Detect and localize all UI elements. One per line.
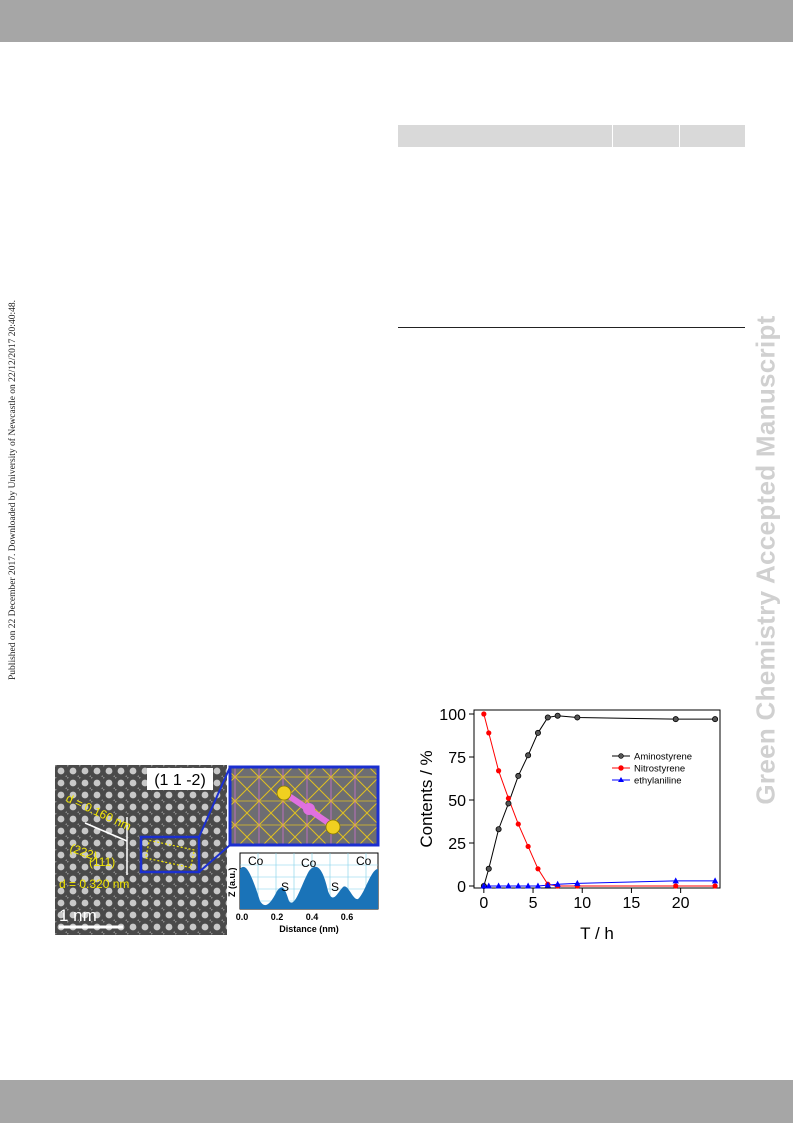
table-header-cell <box>613 125 680 147</box>
data-point <box>535 866 541 872</box>
table-header-cell <box>398 125 613 147</box>
legend-marker <box>618 753 624 759</box>
zone-label-box <box>147 768 213 790</box>
data-point <box>485 882 492 889</box>
profile-curve <box>240 866 378 909</box>
data-point <box>673 883 679 889</box>
data-point <box>515 772 522 779</box>
data-point <box>485 865 492 872</box>
legend-label: ethylaniline <box>634 776 682 787</box>
zoom-connector-top <box>198 766 231 838</box>
plot-frame <box>473 709 721 889</box>
table-bottom-rule <box>398 327 745 328</box>
plane-111-label: (111) <box>89 855 115 869</box>
scale-bar-label: 1 nm <box>59 906 97 925</box>
cobalt-atom <box>303 803 315 815</box>
series-line-nitrostyrene <box>483 713 716 887</box>
data-point <box>496 768 502 774</box>
y-tick-label: 75 <box>448 750 466 767</box>
x-tick-label: 0.0 <box>236 912 249 922</box>
data-point <box>672 716 679 723</box>
peak-label: S <box>331 880 339 894</box>
x-tick-label: 15 <box>623 895 641 912</box>
data-point <box>505 882 512 889</box>
publication-side-note: Published on 22 December 2017. Downloade… <box>8 300 18 680</box>
manuscript-watermark: Green Chemistry Accepted Manuscript <box>750 315 781 805</box>
peak-label: Co <box>356 854 372 868</box>
data-point <box>486 730 492 736</box>
data-point <box>524 882 532 889</box>
bottom-footer-bar <box>0 1080 793 1123</box>
kinetics-chart: 0 5 10 15 20 0 25 50 75 100 Aminostyrene Nitrostyr… <box>408 700 738 945</box>
data-point <box>534 729 541 736</box>
data-point <box>525 843 531 850</box>
x-tick-label: 5 <box>529 895 538 912</box>
top-header-bar <box>0 0 793 42</box>
data-point <box>544 881 551 888</box>
x-tick-label: 10 <box>573 895 591 912</box>
data-point <box>544 714 551 721</box>
data-point <box>712 716 719 723</box>
x-axis-label: T / h <box>580 924 614 943</box>
data-point <box>515 821 521 827</box>
x-tick-label: 0 <box>479 895 488 912</box>
upper-spacing-line <box>84 822 128 842</box>
data-point <box>554 880 561 887</box>
data-point <box>505 800 512 807</box>
peak-label: Co <box>301 856 317 870</box>
y-tick-label: 100 <box>439 707 466 724</box>
data-point <box>495 826 502 833</box>
data-point <box>495 882 502 889</box>
data-point <box>711 877 719 884</box>
data-point <box>481 711 487 717</box>
legend-label: Nitrostyrene <box>634 764 685 775</box>
data-point <box>515 882 522 889</box>
legend-marker <box>618 765 624 771</box>
x-tick-label: 0.2 <box>271 912 284 922</box>
data-point <box>505 795 512 801</box>
data-point <box>672 877 679 884</box>
data-point <box>574 879 581 886</box>
xlabel: Distance (nm) <box>279 924 339 934</box>
x-tick-label: 20 <box>672 895 690 912</box>
table-header-row <box>398 125 745 147</box>
legend-marker <box>618 777 624 782</box>
hrtem-figure: (1 1 -2) d = 0.160 nm (222) (111) d = 0.… <box>55 765 380 935</box>
table-header-cell <box>680 125 744 147</box>
zone-label: (1 1 -2) <box>154 772 206 789</box>
data-point <box>712 883 718 889</box>
sulfur-atom <box>276 785 292 801</box>
data-point <box>480 882 488 889</box>
zoom-region-box <box>139 835 201 874</box>
data-point <box>534 882 542 889</box>
series-line-aminostyrene <box>483 715 716 887</box>
y-tick-label: 50 <box>448 793 466 810</box>
x-tick-label: 0.6 <box>341 912 354 922</box>
y-axis-label: Contents / % <box>417 750 436 847</box>
line-profile-panel: Z (a.u.) Distance (nm) 0.0 0.2 0.4 0.6 C… <box>227 852 379 934</box>
ylabel: Z (a.u.) <box>227 868 237 898</box>
peak-label: Co <box>248 854 264 868</box>
zoom-connector-bottom <box>198 844 231 873</box>
x-tick-label: 0.4 <box>306 912 319 922</box>
y-tick-label: 25 <box>448 836 466 853</box>
data-point <box>554 712 561 719</box>
data-point <box>525 752 532 759</box>
legend-label: Aminostyrene <box>634 752 692 763</box>
peak-label: S <box>281 880 289 894</box>
y-tick-label: 0 <box>457 879 466 896</box>
d-spacing-lower: d = 0.320 nm <box>59 877 129 891</box>
data-point <box>574 714 581 721</box>
sulfur-atom <box>325 819 341 835</box>
